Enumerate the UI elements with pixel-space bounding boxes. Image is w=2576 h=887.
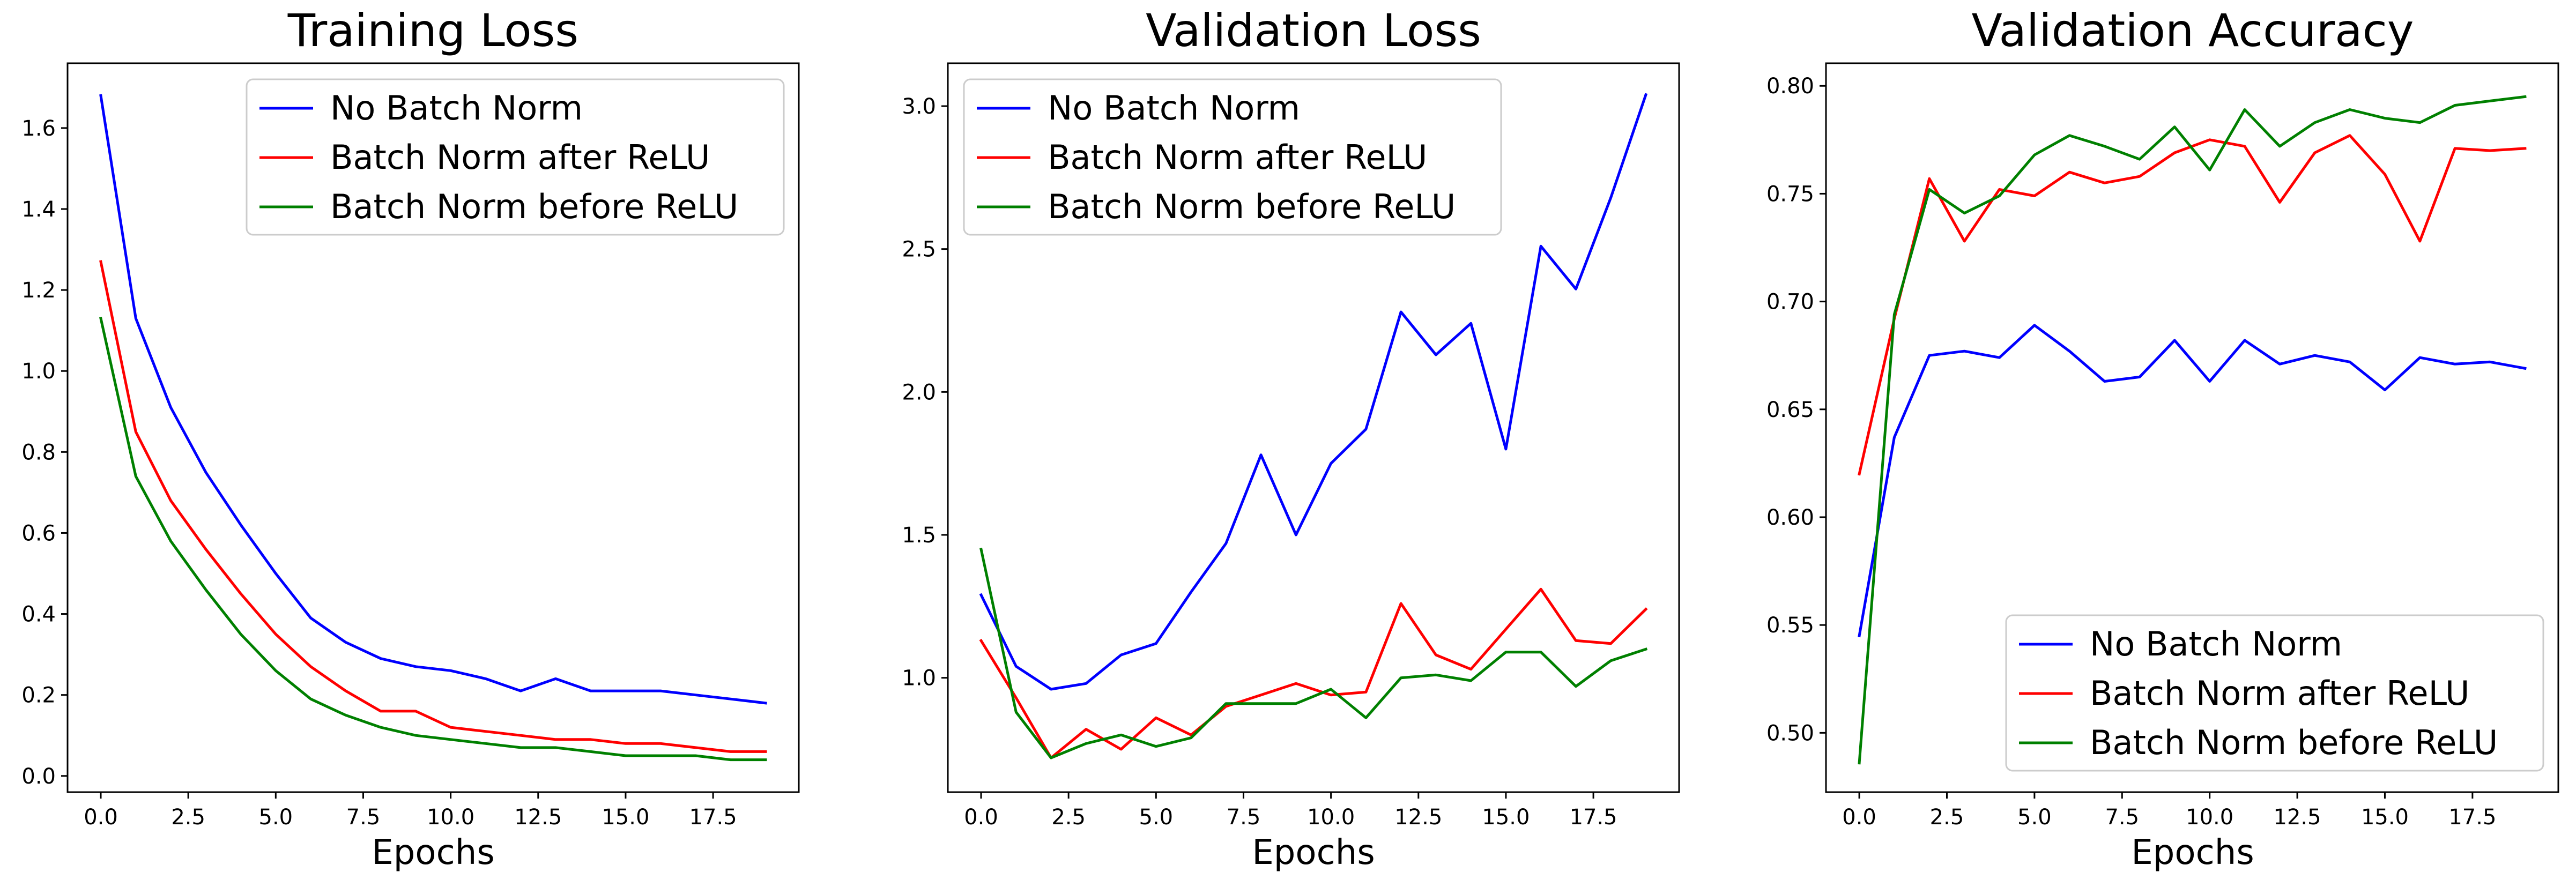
- y-tick-label: 1.5: [902, 523, 936, 548]
- chart-title: Validation Loss: [1146, 4, 1481, 57]
- y-tick-label: 0.70: [1766, 290, 1814, 315]
- legend: No Batch Norm Batch Norm after ReLU Batch …: [246, 78, 785, 236]
- legend: No Batch Norm Batch Norm after ReLU Batch …: [963, 78, 1502, 236]
- legend: No Batch Norm Batch Norm after ReLU Batch …: [2005, 614, 2544, 772]
- series-line-batch-norm-after-relu: [99, 260, 767, 753]
- legend-label: No Batch Norm: [330, 88, 583, 128]
- y-tick-label: 0.8: [21, 440, 56, 465]
- x-tick-label: 17.5: [689, 805, 737, 830]
- legend-frame: [246, 78, 785, 236]
- legend-label: Batch Norm before ReLU: [2090, 723, 2498, 762]
- x-tick-label: 17.5: [1570, 805, 1617, 830]
- legend-frame: [963, 78, 1502, 236]
- y-tick-label: 0.60: [1766, 505, 1814, 530]
- x-tick-label: 2.5: [171, 805, 205, 830]
- x-tick-label: 7.5: [1227, 805, 1261, 830]
- legend-frame: [2005, 614, 2544, 772]
- legend-label: Batch Norm after ReLU: [1048, 138, 1427, 177]
- series-line-batch-norm-after-relu: [1858, 134, 2527, 476]
- series-line-batch-norm-before-relu: [99, 317, 767, 762]
- series-line-batch-norm-before-relu: [979, 547, 1648, 759]
- training-loss-panel: Training Loss Epochs 0.0 2.5 5.0 7.5 10.0 12.…: [21, 4, 800, 873]
- y-tick-label: 1.6: [21, 116, 56, 141]
- x-tick-label: 10.0: [427, 805, 474, 830]
- x-tick-label: 10.0: [1307, 805, 1355, 830]
- x-tick-label: 12.5: [1394, 805, 1442, 830]
- chart-title: Validation Accuracy: [1972, 4, 2414, 57]
- x-tick-label: 15.0: [1482, 805, 1530, 830]
- y-tick-label: 2.5: [902, 237, 936, 262]
- y-tick-label: 0.80: [1766, 74, 1814, 99]
- y-tick-label: 1.2: [21, 278, 56, 303]
- legend-label: Batch Norm after ReLU: [2090, 674, 2469, 713]
- validation-loss-panel: Validation Loss Epochs 0.0 2.5 5.0 7.5 10.0 1…: [902, 4, 1680, 873]
- series-line-batch-norm-before-relu: [1858, 95, 2527, 765]
- x-tick-label: 2.5: [1930, 805, 1964, 830]
- series-line-no-batch-norm: [979, 93, 1648, 691]
- legend-label: Batch Norm before ReLU: [1048, 187, 1456, 226]
- legend-label: No Batch Norm: [1048, 88, 1300, 128]
- x-tick-label: 7.5: [2105, 805, 2139, 830]
- x-axis-label: Epochs: [1252, 833, 1375, 873]
- x-tick-label: 5.0: [1139, 805, 1174, 830]
- plot-frame: [66, 62, 800, 793]
- x-tick-label: 5.0: [259, 805, 293, 830]
- y-tick-label: 0.50: [1766, 721, 1814, 746]
- y-tick-label: 0.2: [21, 683, 56, 708]
- legend-label: No Batch Norm: [2090, 624, 2342, 664]
- validation-accuracy-panel: Validation Accuracy Epochs 0.0 2.5 5.0 7.5 1…: [1766, 4, 2559, 873]
- series-line-batch-norm-after-relu: [979, 587, 1648, 759]
- y-tick-label: 2.0: [902, 380, 936, 405]
- x-tick-label: 0.0: [1842, 805, 1876, 830]
- y-tick-label: 0.0: [21, 764, 56, 789]
- legend-label: Batch Norm after ReLU: [330, 138, 710, 177]
- x-axis-label: Epochs: [2131, 833, 2254, 873]
- y-tick-label: 1.0: [902, 666, 936, 691]
- y-tick-label: 1.4: [21, 197, 56, 222]
- chart-title: Training Loss: [287, 4, 578, 57]
- plot-frame: [1825, 62, 2559, 793]
- x-tick-label: 10.0: [2186, 805, 2233, 830]
- x-tick-label: 17.5: [2448, 805, 2496, 830]
- x-tick-label: 12.5: [2274, 805, 2321, 830]
- x-tick-label: 5.0: [2017, 805, 2052, 830]
- plot-frame: [947, 62, 1680, 793]
- x-axis-label: Epochs: [372, 833, 494, 873]
- y-tick-label: 1.0: [21, 359, 56, 384]
- y-tick-label: 3.0: [902, 94, 936, 119]
- x-tick-label: 15.0: [2361, 805, 2409, 830]
- x-tick-label: 2.5: [1051, 805, 1086, 830]
- x-tick-label: 15.0: [602, 805, 649, 830]
- legend-label: Batch Norm before ReLU: [330, 187, 738, 226]
- y-tick-label: 0.6: [21, 521, 56, 546]
- x-tick-label: 12.5: [514, 805, 562, 830]
- y-tick-label: 0.65: [1766, 398, 1814, 422]
- x-tick-label: 0.0: [964, 805, 998, 830]
- series-line-no-batch-norm: [99, 94, 767, 705]
- y-tick-label: 0.4: [21, 602, 56, 627]
- y-tick-label: 0.75: [1766, 182, 1814, 206]
- series-line-no-batch-norm: [1858, 324, 2527, 638]
- x-tick-label: 0.0: [84, 805, 118, 830]
- x-tick-label: 7.5: [346, 805, 381, 830]
- y-tick-label: 0.55: [1766, 613, 1814, 638]
